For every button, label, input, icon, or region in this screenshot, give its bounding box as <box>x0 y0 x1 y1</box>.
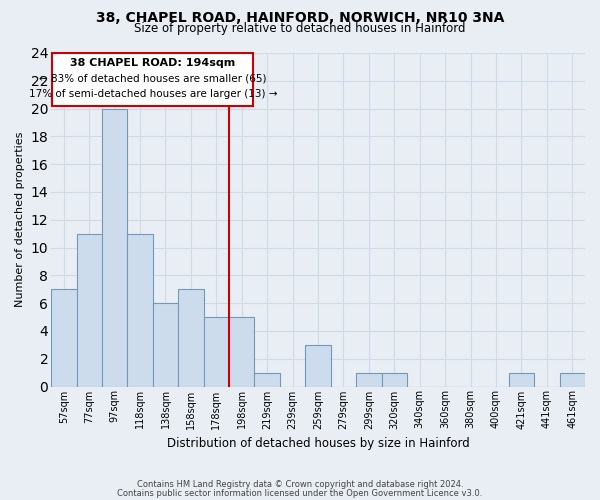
Text: Size of property relative to detached houses in Hainford: Size of property relative to detached ho… <box>134 22 466 35</box>
Bar <box>560 372 585 386</box>
Text: 38, CHAPEL ROAD, HAINFORD, NORWICH, NR10 3NA: 38, CHAPEL ROAD, HAINFORD, NORWICH, NR10… <box>96 11 504 25</box>
Bar <box>51 289 77 386</box>
Text: 38 CHAPEL ROAD: 194sqm: 38 CHAPEL ROAD: 194sqm <box>70 58 235 68</box>
Bar <box>254 372 280 386</box>
Bar <box>305 345 331 387</box>
Text: Contains HM Land Registry data © Crown copyright and database right 2024.: Contains HM Land Registry data © Crown c… <box>137 480 463 489</box>
Bar <box>356 372 382 386</box>
Bar <box>509 372 534 386</box>
Bar <box>102 108 127 386</box>
Text: 17% of semi-detached houses are larger (13) →: 17% of semi-detached houses are larger (… <box>29 89 277 99</box>
Y-axis label: Number of detached properties: Number of detached properties <box>15 132 25 308</box>
Bar <box>77 234 102 386</box>
Bar <box>229 317 254 386</box>
Bar <box>178 289 203 386</box>
Bar <box>382 372 407 386</box>
Bar <box>203 317 229 386</box>
Text: Contains public sector information licensed under the Open Government Licence v3: Contains public sector information licen… <box>118 488 482 498</box>
Bar <box>153 303 178 386</box>
FancyBboxPatch shape <box>52 53 253 106</box>
X-axis label: Distribution of detached houses by size in Hainford: Distribution of detached houses by size … <box>167 437 469 450</box>
Text: ← 83% of detached houses are smaller (65): ← 83% of detached houses are smaller (65… <box>39 74 266 84</box>
Bar <box>127 234 153 386</box>
